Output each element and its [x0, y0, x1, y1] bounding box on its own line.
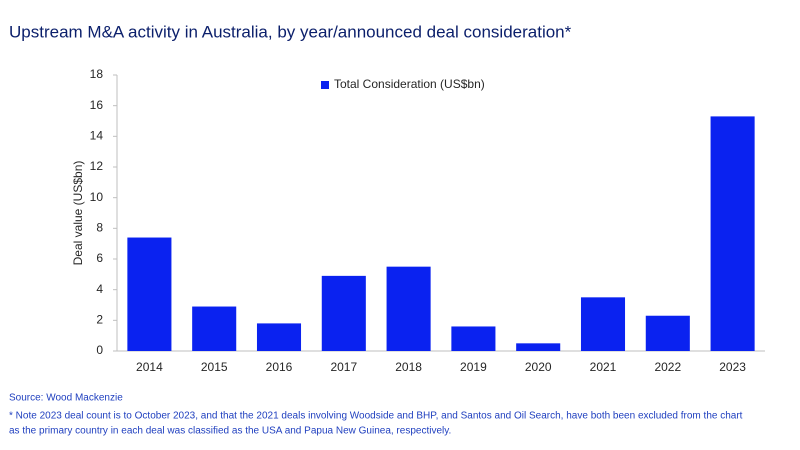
- y-tick-label: 2: [96, 313, 103, 327]
- note: as the primary country in each deal was …: [9, 426, 451, 437]
- y-axis-label: Deal value (US$bn): [71, 161, 85, 266]
- x-tick-label: 2019: [460, 360, 487, 374]
- x-tick-label: 2015: [201, 360, 228, 374]
- x-tick-label: 2016: [266, 360, 293, 374]
- y-tick-label: 18: [90, 67, 104, 81]
- bar: [516, 343, 561, 351]
- y-tick-label: 8: [96, 221, 103, 235]
- bar: [192, 306, 237, 351]
- legend-swatch: [321, 81, 329, 89]
- bar: [645, 315, 690, 351]
- y-tick-label: 6: [96, 251, 103, 265]
- bar: [256, 323, 302, 351]
- y-tick-label: 14: [90, 129, 104, 143]
- chart-title: Upstream M&A activity in Australia, by y…: [9, 22, 572, 41]
- bar: [321, 275, 366, 351]
- y-tick-label: 4: [96, 282, 103, 296]
- x-tick-label: 2020: [525, 360, 552, 374]
- x-tick-label: 2014: [136, 360, 163, 374]
- bar: [451, 326, 496, 351]
- bar: [710, 116, 755, 352]
- y-tick-label: 12: [90, 159, 104, 173]
- x-tick-label: 2018: [395, 360, 422, 374]
- y-tick-label: 16: [90, 98, 104, 112]
- x-tick-label: 2022: [654, 360, 681, 374]
- bar: [386, 266, 431, 351]
- y-tick-label: 10: [90, 190, 104, 204]
- bar: [127, 237, 172, 351]
- x-tick-label: 2017: [330, 360, 357, 374]
- y-tick-label: 0: [96, 343, 103, 357]
- legend-label: Total Consideration (US$bn): [334, 77, 485, 91]
- bar: [580, 297, 626, 351]
- x-tick-label: 2021: [590, 360, 617, 374]
- x-tick-label: 2023: [719, 360, 746, 374]
- note: * Note 2023 deal count is to October 202…: [9, 411, 743, 422]
- source: Source: Wood Mackenzie: [9, 393, 123, 404]
